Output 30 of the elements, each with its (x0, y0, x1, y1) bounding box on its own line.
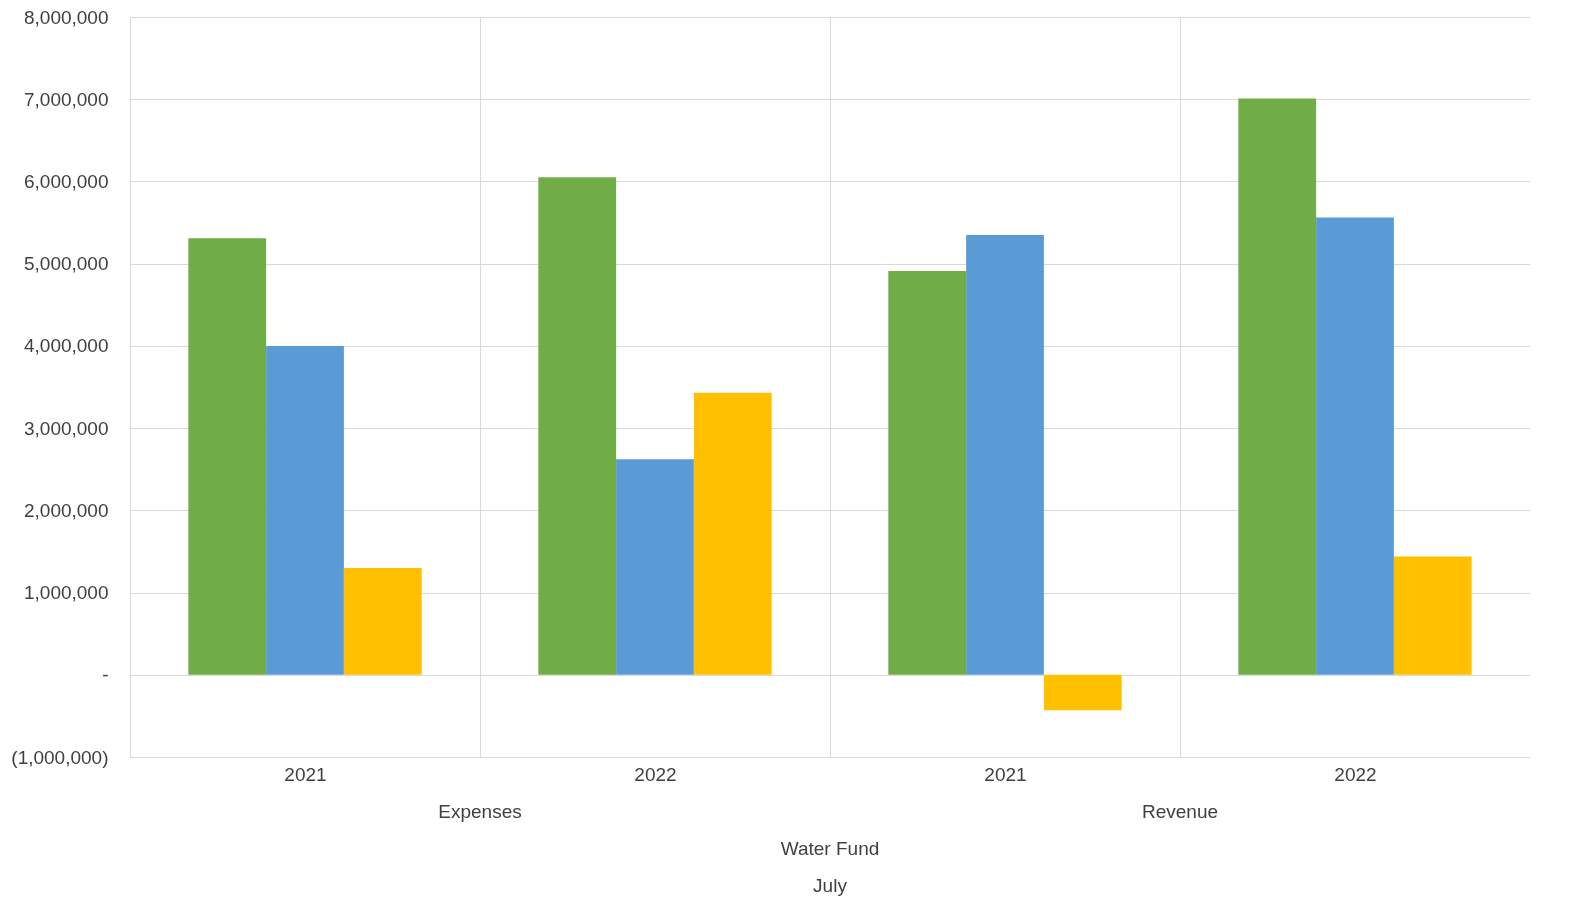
bar (1316, 217, 1394, 675)
x-tick-label: 2022 (1334, 763, 1377, 785)
bar (188, 238, 267, 675)
bar (616, 459, 694, 675)
y-tick-label: 7,000,000 (23, 88, 109, 110)
bar (693, 392, 772, 675)
y-tick-label: (1,000,000) (11, 746, 109, 768)
y-tick-label: 2,000,000 (23, 499, 109, 521)
x-tick-label: 2022 (634, 763, 677, 785)
y-tick-label: 1,000,000 (23, 582, 109, 604)
bar (966, 234, 1044, 675)
y-tick-label: 4,000,000 (23, 335, 109, 357)
y-tick-label: 6,000,000 (23, 170, 109, 192)
bar (1238, 98, 1317, 675)
y-tick-label: 8,000,000 (23, 6, 109, 28)
bar (538, 177, 617, 675)
bar (1043, 674, 1122, 711)
text: Water Fund (780, 838, 880, 859)
bar (888, 271, 967, 675)
x-tick-label: 2021 (284, 763, 327, 785)
text: Expenses (438, 801, 522, 822)
bar (266, 345, 344, 675)
bar (1393, 556, 1472, 675)
x-tick-label: 2021 (984, 763, 1027, 785)
y-tick-label: 3,000,000 (23, 417, 109, 439)
y-tick-label: - (102, 664, 109, 686)
y-tick-label: 5,000,000 (23, 253, 109, 275)
text: Revenue (1141, 801, 1219, 822)
bar (343, 567, 422, 675)
text: July (813, 875, 848, 896)
